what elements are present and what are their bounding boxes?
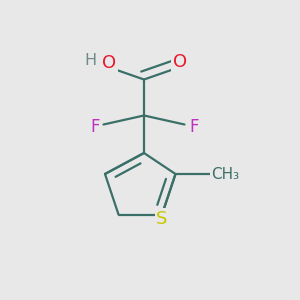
- Text: O: O: [173, 53, 187, 71]
- Text: CH₃: CH₃: [212, 167, 240, 182]
- Text: S: S: [156, 210, 168, 228]
- Text: F: F: [190, 118, 199, 136]
- Text: H: H: [84, 53, 96, 68]
- Text: F: F: [90, 118, 100, 136]
- Text: O: O: [102, 54, 116, 72]
